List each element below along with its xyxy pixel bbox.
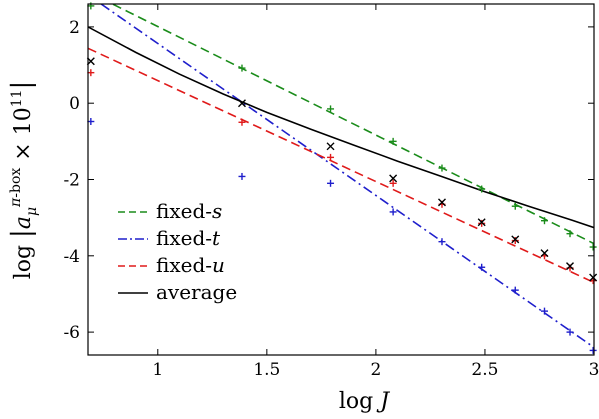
- data-point-fixed-s: [511, 202, 519, 210]
- data-point-fixed-u: [478, 219, 486, 227]
- data-point-fixed-s: [478, 185, 486, 193]
- data-point-fixed-t: [566, 328, 574, 336]
- data-point-average: [477, 218, 486, 227]
- marker-layer: [86, 2, 598, 354]
- x-tick-label: 1: [152, 360, 163, 380]
- series-line-fixed-u: [88, 47, 594, 284]
- data-point-fixed-s: [438, 164, 446, 172]
- data-point-average: [237, 99, 246, 108]
- data-point-fixed-s: [540, 217, 548, 225]
- data-point-fixed-u: [389, 179, 397, 187]
- data-point-fixed-u: [327, 153, 335, 161]
- data-point-fixed-s: [589, 243, 597, 251]
- data-point-fixed-t: [511, 286, 519, 294]
- data-point-fixed-u: [238, 118, 246, 126]
- data-point-average: [566, 262, 575, 271]
- legend-label-average: average: [156, 280, 237, 304]
- y-tick-label: -2: [63, 171, 80, 191]
- x-tick-label: 3: [589, 360, 599, 380]
- x-tick-label: 2: [370, 360, 381, 380]
- y-axis-label: log |aμπ-box × 1011|: [7, 81, 40, 280]
- data-point-fixed-t: [389, 208, 397, 216]
- data-point-average: [589, 273, 598, 282]
- y-tick-label: 0: [69, 94, 80, 114]
- y-tick-label: -4: [63, 247, 80, 267]
- data-point-average: [511, 235, 520, 244]
- data-point-fixed-t: [327, 179, 335, 187]
- data-point-fixed-t: [238, 172, 246, 180]
- data-point-average: [437, 198, 446, 207]
- legend-label-fixed-t: fixed-t: [156, 226, 221, 250]
- data-point-fixed-t: [438, 238, 446, 246]
- x-tick-label: 2.5: [471, 360, 498, 380]
- series-line-average: [88, 26, 594, 229]
- svg-text:log |aμπ-box × 1011|: log |aμπ-box × 1011|: [7, 81, 40, 280]
- y-tick-label: 2: [69, 18, 80, 38]
- data-point-fixed-t: [540, 307, 548, 315]
- series-line-fixed-s: [110, 4, 594, 245]
- legend-label-fixed-s: fixed-s: [156, 199, 222, 223]
- data-point-average: [540, 249, 549, 258]
- data-point-fixed-s: [566, 230, 574, 238]
- x-axis-label: log J: [339, 389, 390, 414]
- x-tick-label: 1.5: [253, 360, 280, 380]
- legend: fixed-s fixed-t fixed-u average: [118, 199, 237, 304]
- data-point-fixed-t: [478, 263, 486, 271]
- data-point-fixed-s: [327, 105, 335, 113]
- data-point-average: [326, 142, 335, 151]
- tick-layer: 1 1.5 2 2.5 3 -6 -4 -2 0 2: [63, 4, 599, 380]
- data-point-fixed-t: [589, 346, 597, 354]
- data-point-average: [389, 174, 398, 183]
- legend-label-fixed-u: fixed-u: [156, 253, 225, 277]
- y-tick-label: -6: [63, 323, 80, 343]
- data-point-fixed-u: [511, 237, 519, 245]
- data-point-fixed-s: [238, 64, 246, 72]
- data-point-fixed-s: [389, 137, 397, 145]
